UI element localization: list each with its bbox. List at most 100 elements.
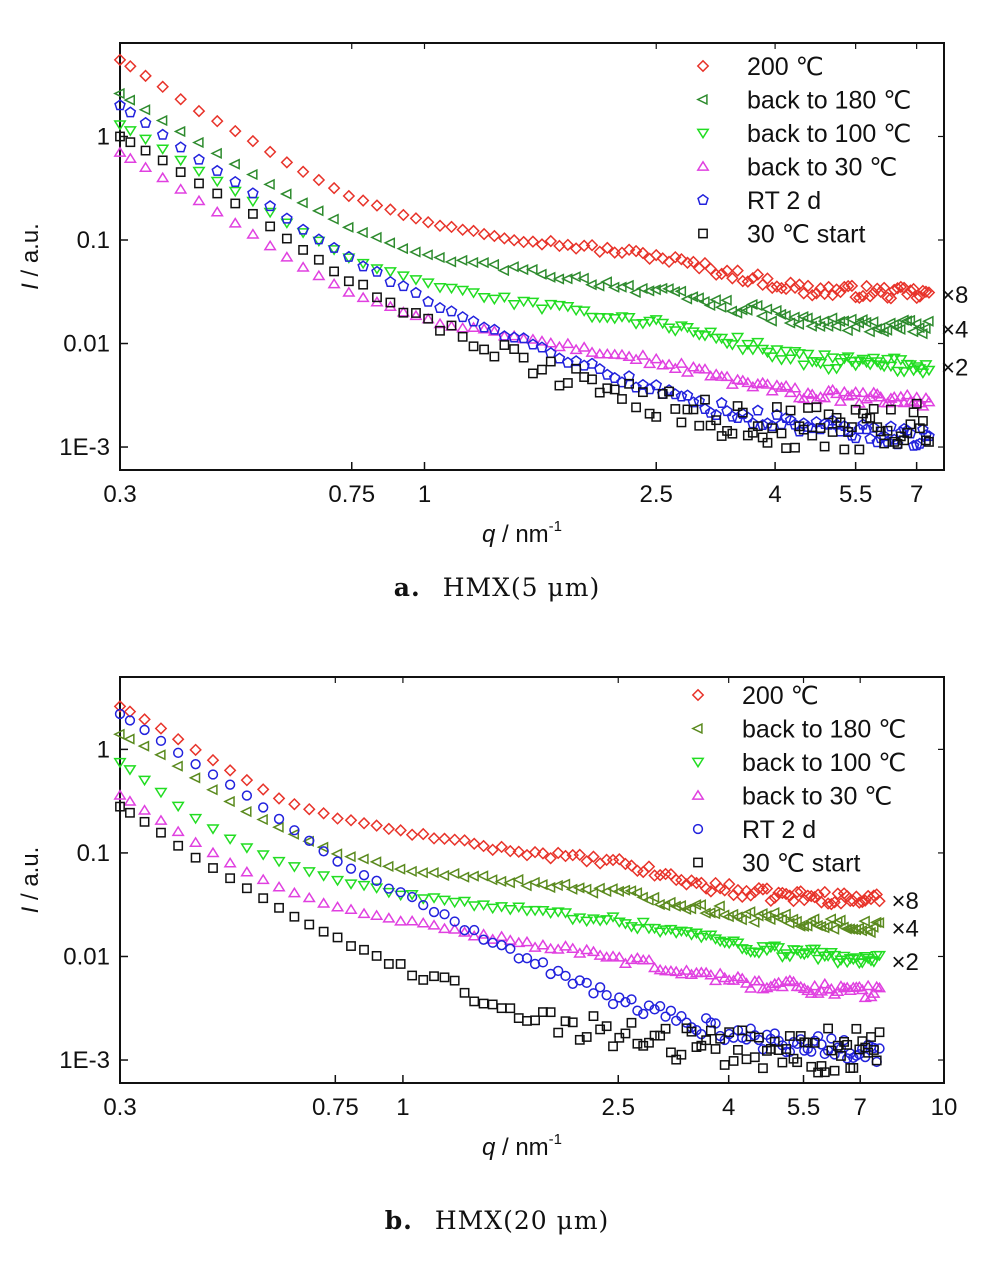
data-point xyxy=(446,320,457,331)
x-tick-label: 2.5 xyxy=(602,1094,635,1121)
data-point xyxy=(448,897,462,909)
data-point xyxy=(544,234,558,248)
data-point xyxy=(427,893,441,904)
data-point xyxy=(609,384,620,395)
data-point xyxy=(189,836,203,847)
data-point xyxy=(715,396,728,409)
data-point xyxy=(720,370,734,382)
data-point xyxy=(281,212,293,224)
data-point xyxy=(409,275,423,286)
data-point xyxy=(664,896,676,909)
data-point xyxy=(853,896,866,909)
caption-b-text: HMX(20 μm) xyxy=(434,1206,610,1235)
data-point xyxy=(736,374,750,385)
data-point xyxy=(615,312,629,323)
data-point xyxy=(357,817,371,830)
data-point xyxy=(223,764,237,777)
data-point xyxy=(535,238,549,251)
data-point xyxy=(765,281,779,295)
data-point xyxy=(593,348,607,359)
data-point xyxy=(841,279,855,293)
data-point xyxy=(834,285,847,299)
y-axis-label: I / a.u. xyxy=(17,847,44,914)
data-point xyxy=(885,420,897,432)
data-point xyxy=(618,884,631,896)
data-point xyxy=(593,916,607,927)
data-point xyxy=(768,891,782,905)
data-point xyxy=(739,977,754,988)
data-point xyxy=(618,919,632,930)
data-point xyxy=(123,733,135,745)
data-point xyxy=(317,871,331,882)
data-point xyxy=(507,233,521,247)
data-point xyxy=(675,390,688,402)
data-point xyxy=(922,315,934,327)
data-point xyxy=(405,865,417,877)
data-point xyxy=(344,814,358,827)
data-point xyxy=(653,868,667,882)
data-point xyxy=(608,371,621,384)
data-point xyxy=(449,975,460,986)
data-point xyxy=(447,867,460,880)
data-point xyxy=(113,789,127,800)
data-point xyxy=(246,134,260,148)
data-point xyxy=(909,318,922,330)
data-point xyxy=(342,253,356,264)
data-point xyxy=(833,357,848,369)
data-point xyxy=(884,392,898,403)
data-point xyxy=(156,144,170,155)
data-point xyxy=(467,315,480,327)
data-point xyxy=(749,1052,760,1063)
data-point xyxy=(827,923,840,935)
data-point xyxy=(207,769,219,780)
data-point xyxy=(821,897,835,910)
data-point xyxy=(698,295,710,308)
data-point xyxy=(497,292,511,304)
data-point xyxy=(684,968,699,979)
data-point xyxy=(731,332,745,344)
data-point xyxy=(595,1024,606,1035)
data-point xyxy=(856,354,870,366)
data-point xyxy=(768,977,782,989)
data-point xyxy=(867,957,881,968)
data-point xyxy=(115,131,125,142)
data-point xyxy=(693,395,706,407)
data-point xyxy=(499,340,510,350)
data-point xyxy=(488,229,501,243)
data-point xyxy=(662,358,676,369)
data-point xyxy=(256,850,270,861)
data-point xyxy=(771,402,782,412)
data-point xyxy=(845,279,859,293)
data-point xyxy=(383,959,394,969)
data-point xyxy=(752,974,766,986)
x-tick-label: 1 xyxy=(396,1094,409,1121)
data-point xyxy=(868,1045,879,1055)
data-point xyxy=(509,344,520,354)
data-point xyxy=(662,283,674,295)
data-point xyxy=(748,947,762,959)
data-point xyxy=(818,391,832,403)
legend-marker xyxy=(696,128,710,140)
data-point xyxy=(174,141,187,153)
data-point xyxy=(687,396,700,408)
data-point xyxy=(258,893,269,904)
data-point xyxy=(241,790,253,801)
data-point xyxy=(669,928,683,939)
data-point xyxy=(535,335,549,346)
data-point xyxy=(606,853,620,867)
data-point xyxy=(154,749,166,761)
data-point xyxy=(805,388,819,399)
data-point xyxy=(684,903,697,915)
data-point xyxy=(756,982,770,994)
data-point xyxy=(882,425,893,436)
panel-b-chart: 0.3 0.75 1 2.5 4 5.5 7 10 1E-3 0.01 0.1 1 q / nm-1 I … xyxy=(17,676,957,1161)
data-point xyxy=(701,1035,712,1046)
data-point xyxy=(228,217,242,228)
data-point xyxy=(318,846,329,857)
data-point xyxy=(807,430,818,441)
data-point xyxy=(761,272,774,285)
data-point xyxy=(703,299,716,312)
x-axis-label: q / nm-1 xyxy=(482,518,562,548)
data-point xyxy=(517,235,530,249)
data-point xyxy=(327,245,341,256)
